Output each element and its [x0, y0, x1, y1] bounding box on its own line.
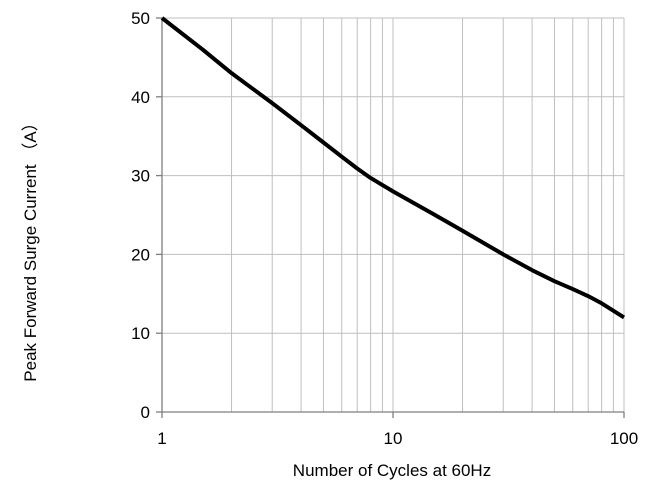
series-layer	[160, 16, 626, 320]
y-tick-label: 50	[131, 9, 150, 28]
y-axis-title: Peak Forward Surge Current （A）	[21, 114, 40, 381]
surge-current-curve	[160, 16, 626, 320]
y-tick-label: 40	[131, 88, 150, 107]
grid	[162, 17, 625, 412]
tick-labels: 0 10 20 30 40 50 1 10 100	[131, 9, 638, 448]
axes	[156, 17, 625, 418]
x-tick-label: 10	[384, 429, 403, 448]
x-tick-label: 1	[157, 429, 166, 448]
x-axis-title: Number of Cycles at 60Hz	[293, 461, 491, 480]
x-tick-label: 100	[610, 429, 638, 448]
y-tick-label: 0	[141, 403, 150, 422]
y-tick-label: 20	[131, 245, 150, 264]
y-tick-label: 30	[131, 167, 150, 186]
y-tick-label: 10	[131, 324, 150, 343]
